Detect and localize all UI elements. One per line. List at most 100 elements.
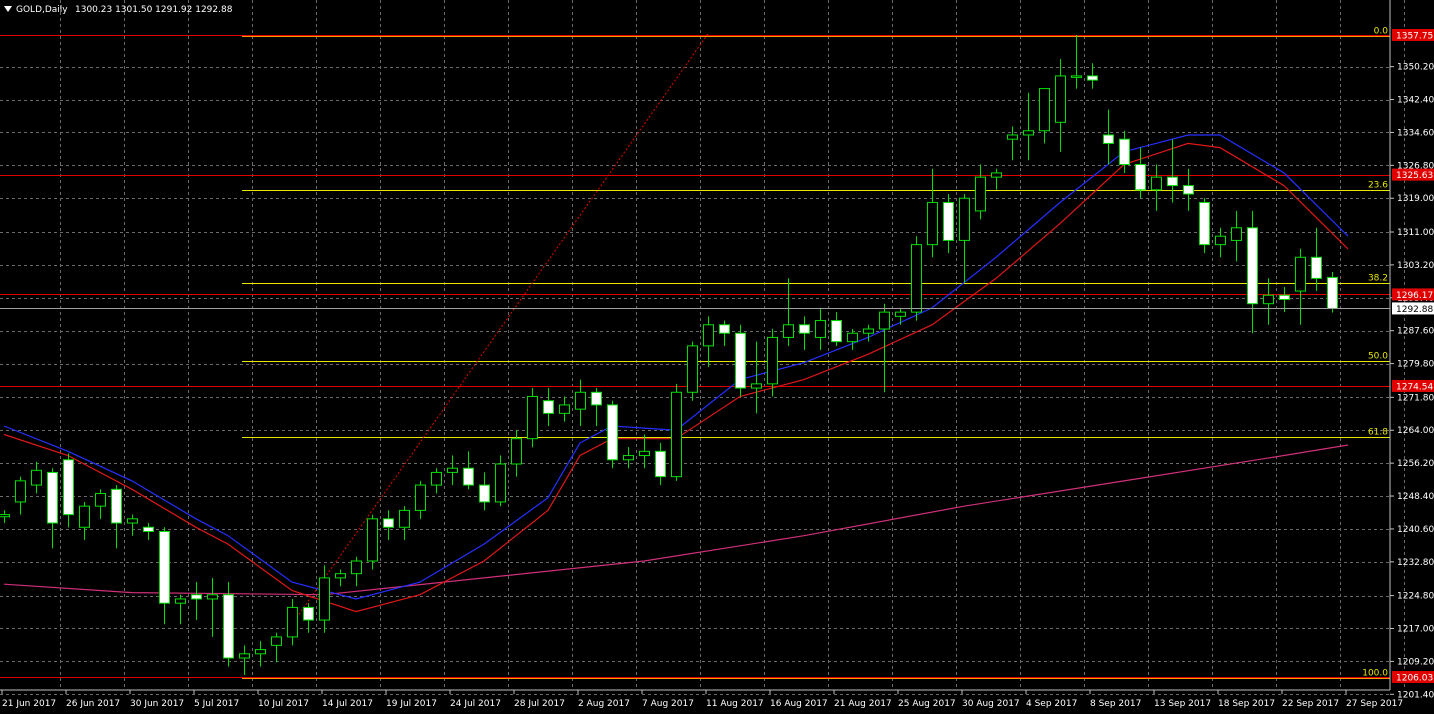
candle[interactable] <box>1087 63 1098 89</box>
candle[interactable] <box>671 383 682 481</box>
candle[interactable] <box>63 453 74 528</box>
candle[interactable] <box>271 632 282 663</box>
candle[interactable] <box>351 556 362 587</box>
candle[interactable] <box>255 641 266 667</box>
candle[interactable] <box>767 329 778 397</box>
candle[interactable] <box>47 468 58 549</box>
candle[interactable] <box>111 485 122 549</box>
candle[interactable] <box>687 341 698 401</box>
candle[interactable] <box>1311 227 1322 292</box>
candle[interactable] <box>207 577 218 637</box>
time-tick-label: 8 Sep 2017 <box>1090 699 1141 709</box>
price-tick-label: 1311.00 <box>1397 228 1434 238</box>
candle[interactable] <box>575 379 586 427</box>
price-tick-label: 1350.20 <box>1397 63 1434 73</box>
candle[interactable] <box>479 472 490 511</box>
candle[interactable] <box>143 523 154 540</box>
candle[interactable] <box>191 582 202 621</box>
candle[interactable] <box>431 468 442 494</box>
candle[interactable] <box>783 278 794 346</box>
candle[interactable] <box>959 194 970 283</box>
symbol-dropdown-icon[interactable] <box>4 6 12 12</box>
candle[interactable] <box>335 569 346 587</box>
candle[interactable] <box>1039 88 1050 144</box>
candle[interactable] <box>31 461 42 494</box>
candle[interactable] <box>735 324 746 397</box>
fib-level-label: 100.0 <box>1362 669 1388 679</box>
candle[interactable] <box>831 312 842 346</box>
candle[interactable] <box>1151 164 1162 211</box>
candle[interactable] <box>495 455 506 507</box>
candle[interactable] <box>639 434 650 469</box>
price-tick-label: 1201.40 <box>1397 690 1434 700</box>
candles[interactable] <box>0 35 1338 675</box>
candle[interactable] <box>543 388 554 427</box>
candle[interactable] <box>239 645 250 675</box>
candle[interactable] <box>815 307 826 351</box>
candle[interactable] <box>367 514 378 570</box>
candle[interactable] <box>863 324 874 342</box>
candle[interactable] <box>127 514 138 536</box>
bull-candle-body <box>15 480 26 503</box>
candle[interactable] <box>1199 198 1210 254</box>
candle[interactable] <box>991 168 1002 190</box>
candle[interactable] <box>1167 139 1178 203</box>
candle[interactable] <box>1215 227 1226 258</box>
candle[interactable] <box>223 582 234 667</box>
bull-candle-body <box>911 244 922 313</box>
candle[interactable] <box>0 510 10 524</box>
candle[interactable] <box>559 396 570 422</box>
candle[interactable] <box>319 565 330 633</box>
candle[interactable] <box>1071 35 1082 89</box>
candle[interactable] <box>1103 109 1114 165</box>
candle[interactable] <box>943 194 954 254</box>
bull-candle-body <box>1071 75 1082 78</box>
candle[interactable] <box>847 329 858 351</box>
candle[interactable] <box>1295 248 1306 325</box>
candle[interactable] <box>447 455 458 486</box>
time-tick-label: 16 Aug 2017 <box>770 699 828 709</box>
price-tick-label: 1240.60 <box>1397 525 1434 535</box>
candle[interactable] <box>1247 210 1258 334</box>
candle[interactable] <box>175 594 186 625</box>
candle[interactable] <box>1135 147 1146 199</box>
candle[interactable] <box>751 341 762 414</box>
candle[interactable] <box>879 303 890 393</box>
fib-trendline[interactable] <box>291 33 709 625</box>
candle[interactable] <box>383 510 394 540</box>
candle[interactable] <box>95 489 106 519</box>
candle[interactable] <box>1007 126 1018 161</box>
candle[interactable] <box>415 480 426 519</box>
candle[interactable] <box>975 164 986 220</box>
candle[interactable] <box>15 476 26 515</box>
candle[interactable] <box>607 400 618 469</box>
candle[interactable] <box>511 430 522 477</box>
candle[interactable] <box>79 501 90 540</box>
candle[interactable] <box>719 320 730 346</box>
candle[interactable] <box>1327 272 1338 313</box>
candle[interactable] <box>1183 168 1194 211</box>
candle[interactable] <box>1263 278 1274 325</box>
candle[interactable] <box>623 447 634 469</box>
candle[interactable] <box>463 451 474 490</box>
candle[interactable] <box>1055 59 1066 152</box>
candle[interactable] <box>927 168 938 258</box>
candle[interactable] <box>287 598 298 646</box>
candle[interactable] <box>527 388 538 448</box>
candle[interactable] <box>1119 130 1130 173</box>
candle[interactable] <box>911 236 922 321</box>
candle[interactable] <box>591 388 602 427</box>
candle[interactable] <box>895 307 906 325</box>
candle[interactable] <box>1279 286 1290 313</box>
bull-candle-body <box>399 509 410 528</box>
candle[interactable] <box>159 527 170 625</box>
candle[interactable] <box>303 603 314 633</box>
candle[interactable] <box>703 316 714 367</box>
candle[interactable] <box>1231 210 1242 262</box>
candle[interactable] <box>799 316 810 351</box>
candle[interactable] <box>1023 92 1034 161</box>
candle[interactable] <box>655 442 666 486</box>
time-tick-label: 21 Aug 2017 <box>834 699 892 709</box>
candle[interactable] <box>399 506 410 540</box>
